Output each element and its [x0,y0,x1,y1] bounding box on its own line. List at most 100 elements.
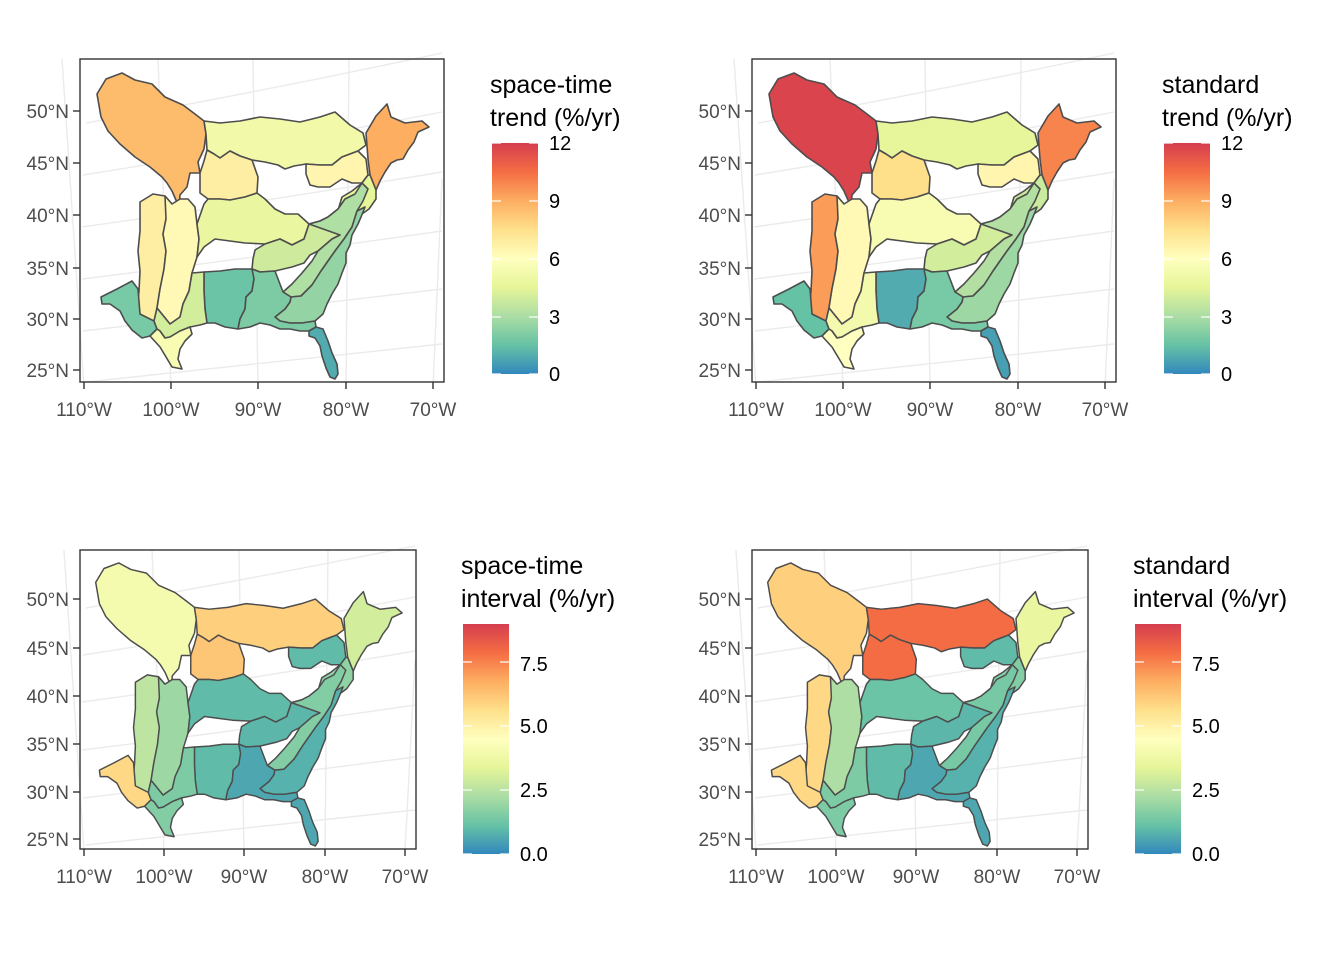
region-north [96,72,207,208]
x-tick-label: 100°W [814,400,871,421]
x-tick-label: 70°W [410,400,457,421]
panel-border [79,58,445,383]
y-tick-label: 40°N [699,206,741,227]
legend-tick-label: 0 [549,364,560,386]
legend-title-line2: trend (%/yr) [490,104,621,132]
y-tick-label: 35°N [27,735,69,756]
y-tick-label: 30°N [27,310,69,331]
x-axis: 110°W 100°W 90°W 80°W 70°W [728,382,1128,421]
y-tick-label: 50°N [27,590,69,611]
region-gulf-texas [821,326,865,370]
y-tick-label: 35°N [699,259,741,280]
map-area [733,52,1117,389]
x-tick-label: 110°W [728,867,784,888]
legend-tick-label: 6 [1221,249,1232,271]
legend-tick-label: 5.0 [520,716,548,738]
y-tick-label: 30°N [27,783,69,804]
y-tick-label: 50°N [699,590,741,611]
map-area [63,545,417,852]
legend-ticks [1164,142,1210,375]
region-northeast [343,590,403,672]
legend-ticks [463,661,509,855]
x-tick-label: 100°W [135,867,192,888]
y-tick-label: 35°N [699,735,741,756]
legend-title-line1: standard [1162,71,1259,99]
x-tick-label: 90°W [235,400,282,421]
legend: standard trend (%/yr) 12 9 6 3 0 [1162,71,1293,386]
y-tick-label: 30°N [699,783,741,804]
legend: standard interval (%/yr) 7.5 5.0 2.5 0.0 [1133,552,1287,866]
legend-tick-label: 3 [1221,307,1232,329]
map-area [735,545,1089,852]
legend-tick-label: 12 [549,133,571,155]
legend-tick-label: 0 [1221,364,1232,386]
x-tick-label: 100°W [142,400,199,421]
y-tick-label: 25°N [27,830,69,851]
y-tick-label: 25°N [699,830,741,851]
legend-tick-label: 9 [1221,191,1232,213]
y-tick-label: 45°N [699,639,741,660]
legend-tick-label: 3 [549,307,560,329]
y-tick-label: 40°N [699,687,741,708]
region-north [94,562,198,688]
y-tick-label: 40°N [27,687,69,708]
legend-title-line1: space-time [490,71,612,99]
x-tick-label: 80°W [323,400,370,421]
legend: space-time trend (%/yr) 12 9 6 3 0 [490,71,621,386]
y-axis: 50°N 45°N 40°N 35°N 30°N 25°N [699,102,752,382]
y-tick-label: 25°N [699,361,741,382]
legend-title-line1: standard [1133,552,1230,580]
region-gulf-texas [149,326,193,370]
legend-tick-label: 2.5 [520,780,548,802]
region-north [768,72,879,208]
region-florida [980,326,1011,380]
x-tick-label: 110°W [56,400,112,421]
x-tick-label: 100°W [807,867,864,888]
x-tick-label: 80°W [995,400,1042,421]
y-tick-label: 50°N [27,102,69,123]
x-axis: 110°W 100°W 90°W 80°W 70°W [56,382,456,421]
legend-title-line2: interval (%/yr) [461,585,615,613]
y-axis: 50°N 45°N 40°N 35°N 30°N 25°N [699,590,752,851]
legend-tick-label: 0.0 [1192,844,1220,866]
x-axis: 110°W 100°W 90°W 80°W 70°W [728,849,1100,888]
panel-space-time-interval: 110°W 100°W 90°W 80°W 70°W 50°N 45°N 40°… [27,545,615,888]
y-tick-label: 25°N [27,361,69,382]
legend-ticks [1135,661,1181,855]
legend-colorbar [1135,624,1181,854]
y-tick-label: 45°N [699,154,741,175]
legend-tick-label: 5.0 [1192,716,1220,738]
legend-colorbar [463,624,509,854]
region-florida [962,797,991,847]
x-tick-label: 90°W [893,867,940,888]
y-tick-label: 45°N [27,154,69,175]
x-tick-label: 80°W [974,867,1021,888]
legend-tick-label: 2.5 [1192,780,1220,802]
regions [94,562,403,847]
panel-standard-trend: 110°W 100°W 90°W 80°W 70°W 50°N 45°N 40°… [699,52,1293,421]
x-tick-label: 90°W [907,400,954,421]
legend-title-line2: interval (%/yr) [1133,585,1287,613]
legend-tick-label: 7.5 [520,654,548,676]
region-northeast [1015,590,1075,672]
legend-title-line2: trend (%/yr) [1162,104,1293,132]
x-tick-label: 110°W [728,400,784,421]
legend-tick-label: 0.0 [520,844,548,866]
legend-tick-label: 6 [549,249,560,271]
panel-space-time-trend: 110°W 100°W 90°W 80°W 70°W 50°N 45°N 40°… [27,52,621,421]
legend-tick-label: 9 [549,191,560,213]
region-gulf-texas [143,797,185,838]
panel-border [751,549,1089,850]
legend-tick-label: 12 [1221,133,1243,155]
x-tick-label: 70°W [1082,400,1129,421]
y-axis: 50°N 45°N 40°N 35°N 30°N 25°N [27,590,80,851]
y-axis: 50°N 45°N 40°N 35°N 30°N 25°N [27,102,80,382]
y-tick-label: 30°N [699,310,741,331]
y-tick-label: 45°N [27,639,69,660]
region-north [766,562,870,688]
regions [766,562,1075,847]
x-tick-label: 80°W [302,867,349,888]
x-tick-label: 70°W [1054,867,1101,888]
region-gulf-texas [815,797,857,838]
regions [96,72,430,380]
